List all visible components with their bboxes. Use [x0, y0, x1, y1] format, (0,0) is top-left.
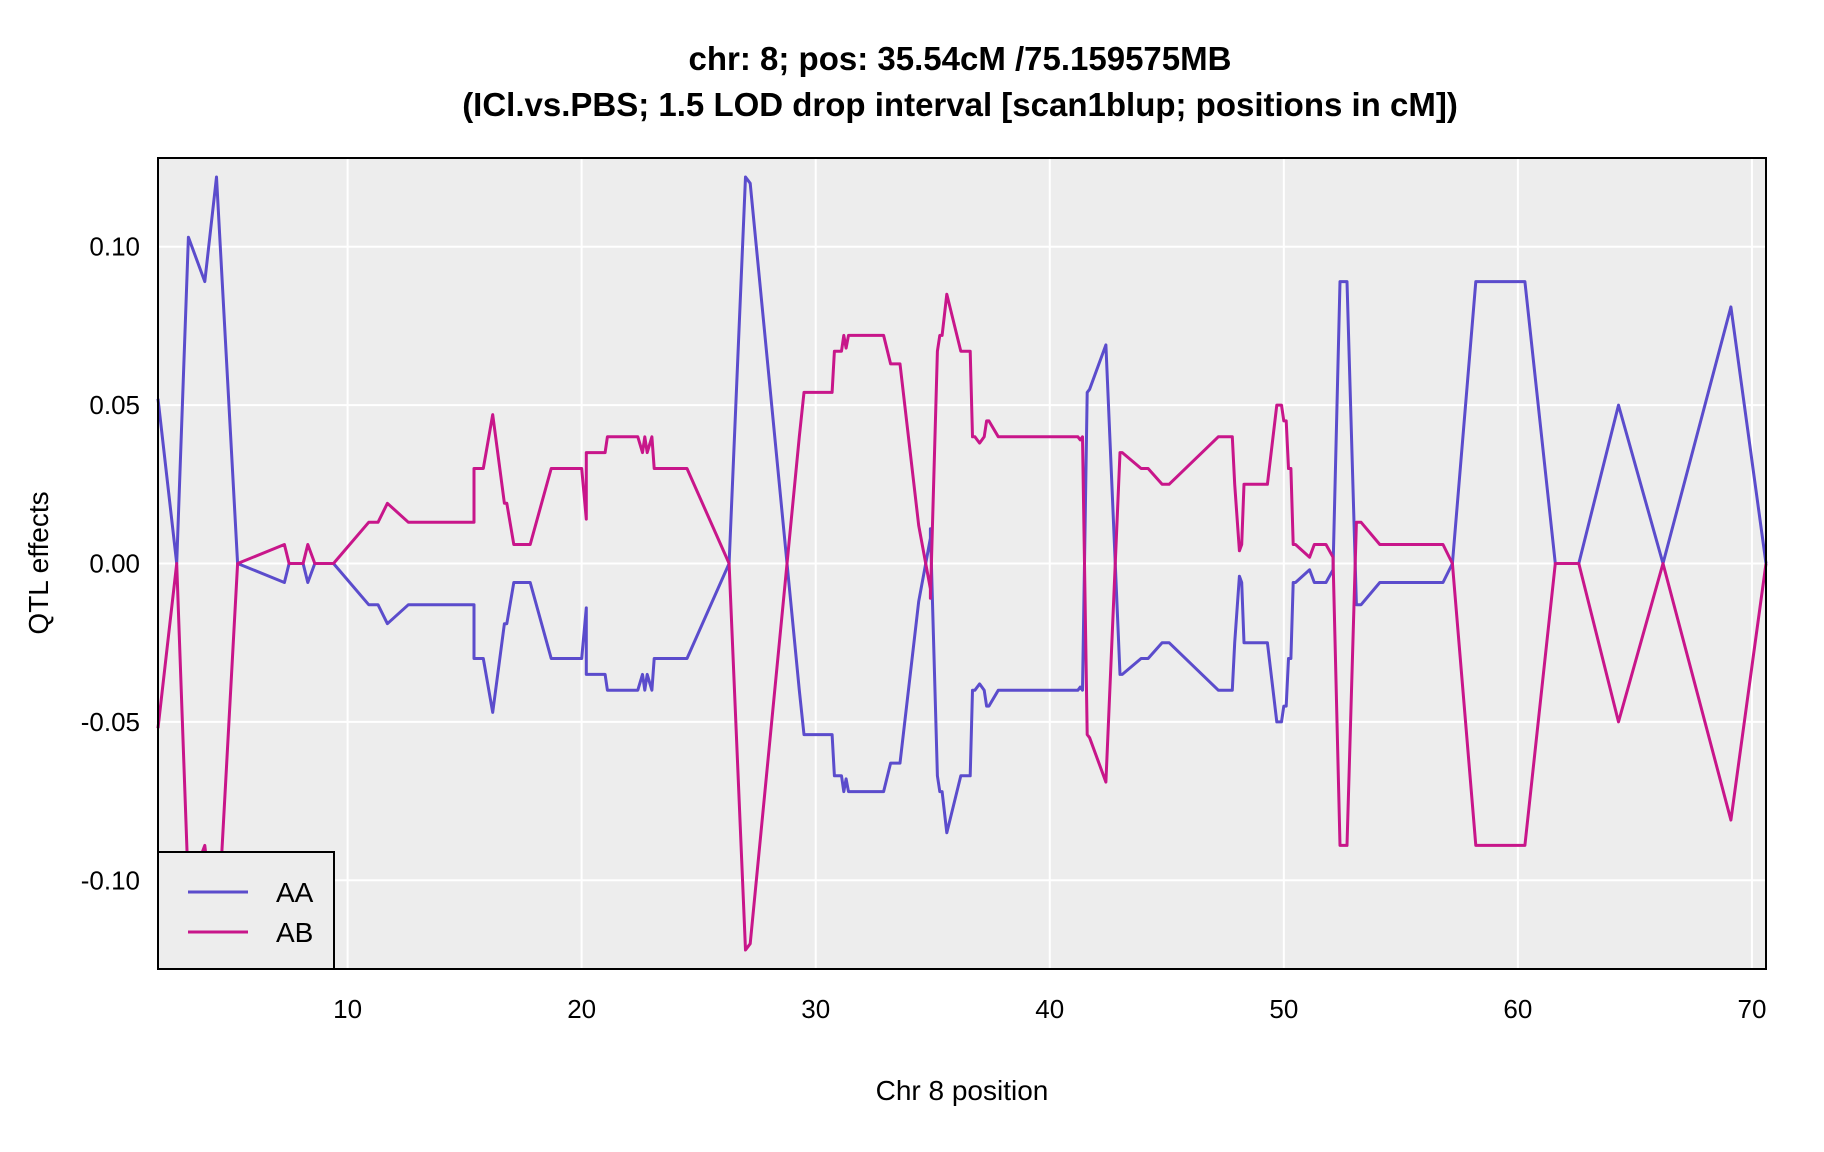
legend: AA AB: [157, 851, 335, 970]
x-axis-label: Chr 8 position: [876, 1075, 1049, 1106]
x-tick-label: 30: [801, 994, 830, 1024]
x-tick-label: 50: [1269, 994, 1298, 1024]
y-tick-label: -0.10: [81, 865, 140, 895]
y-tick-label: 0.10: [89, 232, 140, 262]
y-tick-label: 0.00: [89, 549, 140, 579]
plot-border: [157, 157, 1767, 970]
x-axis-ticks: 10 20 30 40 50 60 70: [333, 994, 1766, 1024]
legend-label-aa: AA: [276, 877, 314, 908]
grid-lines: [158, 158, 1766, 969]
series-lines: [156, 175, 1768, 952]
series-line-ab: [156, 292, 1768, 952]
legend-box: [157, 851, 335, 970]
chart-title-line1: chr: 8; pos: 35.54cM /75.159575MB: [689, 40, 1232, 77]
x-tick-label: 40: [1035, 994, 1064, 1024]
y-axis-label: QTL effects: [23, 491, 54, 634]
x-tick-label: 10: [333, 994, 362, 1024]
x-tick-label: 70: [1737, 994, 1766, 1024]
y-axis-ticks: -0.10 -0.05 0.00 0.05 0.10: [81, 232, 140, 896]
series-line-aa: [156, 175, 1768, 835]
x-tick-label: 20: [567, 994, 596, 1024]
legend-label-ab: AB: [276, 917, 313, 948]
y-tick-label: -0.05: [81, 707, 140, 737]
y-tick-label: 0.05: [89, 390, 140, 420]
chart-title-line2: (ICl.vs.PBS; 1.5 LOD drop interval [scan…: [462, 86, 1458, 123]
x-tick-label: 60: [1503, 994, 1532, 1024]
